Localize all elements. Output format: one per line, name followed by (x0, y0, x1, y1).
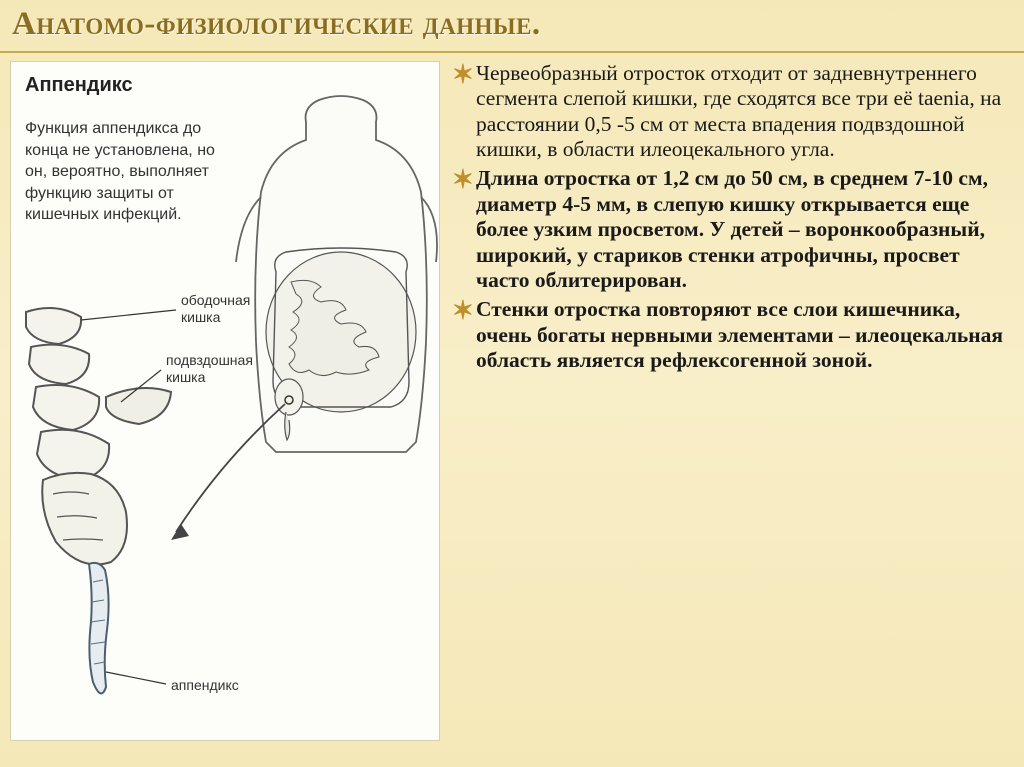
paragraph-1: ✶ Червеобразный отросток отходит от задн… (452, 61, 1014, 162)
content-area: Аппендикс Функция аппендикса до конца не… (0, 53, 1024, 751)
bullet-icon: ✶ (452, 61, 476, 90)
left-column: Аппендикс Функция аппендикса до конца не… (10, 61, 440, 741)
paragraph-1-text: Червеобразный отросток отходит от заднев… (476, 61, 1014, 162)
paragraph-3-text: Стенки отростка повторяют все слои кишеч… (476, 297, 1014, 373)
paragraph-3: ✶ Стенки отростка повторяют все слои киш… (452, 297, 1014, 373)
slide-title: Анатомо-физиологические данные. (12, 6, 1012, 43)
anatomy-svg (11, 62, 440, 741)
title-bar: Анатомо-физиологические данные. (0, 0, 1024, 53)
anatomy-illustration: Аппендикс Функция аппендикса до конца не… (10, 61, 440, 741)
bullet-icon: ✶ (452, 297, 476, 326)
paragraph-2-text: Длина отростка от 1,2 см до 50 см, в сре… (476, 166, 1014, 293)
bullet-icon: ✶ (452, 166, 476, 195)
right-column: ✶ Червеобразный отросток отходит от задн… (448, 61, 1014, 741)
paragraph-2: ✶ Длина отростка от 1,2 см до 50 см, в с… (452, 166, 1014, 293)
